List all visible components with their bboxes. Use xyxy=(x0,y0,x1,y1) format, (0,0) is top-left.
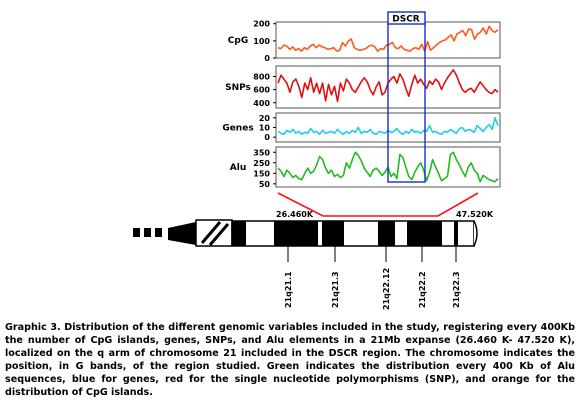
end-coordinate: 47.520K xyxy=(456,210,494,219)
dscr-label: DSCR xyxy=(392,15,420,25)
g-band-q21 xyxy=(274,221,318,246)
alu-track-label: Alu xyxy=(230,163,246,173)
band-label-21q22-2: 21q22.2 xyxy=(418,271,427,308)
panel-cpg: CpG 200 100 0 xyxy=(228,20,501,63)
p-arm-mark-1 xyxy=(133,228,140,237)
snps-tick-label: 800 xyxy=(253,73,270,82)
dscr-label-box xyxy=(387,11,426,25)
band-label-21q22-12: 21q22.12 xyxy=(382,268,391,310)
alu-tick-label: 50 xyxy=(259,180,271,189)
p-arm-satellite xyxy=(168,222,196,245)
cpg-tick-label: 0 xyxy=(264,54,270,63)
q-arm-telomere xyxy=(473,220,478,247)
centromere-twist xyxy=(200,221,230,246)
genes-tick-label: 20 xyxy=(259,114,271,123)
start-coordinate: 26.460K xyxy=(276,210,314,219)
alu-tick-label: 150 xyxy=(253,169,270,178)
g-band-q22-3 xyxy=(454,221,458,246)
chromosome-21: 21q21.1 21q21.3 21q22.12 21q22.2 21q22.3 xyxy=(133,219,478,310)
snps-tick-label: 400 xyxy=(253,99,270,108)
genomic-distribution-figure: CpG2001000SNPs800600400Genes20100Alu3502… xyxy=(133,11,501,310)
band-label-21q21-3: 21q21.3 xyxy=(331,271,340,308)
cpg-tick-label: 100 xyxy=(253,37,270,46)
g-band-q22-12 xyxy=(378,221,395,246)
genes-tick-label: 0 xyxy=(264,133,270,142)
region-bracket xyxy=(277,192,479,217)
alu-tick-label: 350 xyxy=(253,148,270,157)
alu-tick-label: 250 xyxy=(253,159,270,168)
p-arm-mark-3 xyxy=(155,228,162,237)
g-band-q11 xyxy=(232,221,246,246)
p-arm-mark-2 xyxy=(144,228,151,237)
figure-caption: Graphic 3. Distribution of the different… xyxy=(5,322,575,398)
band-label-21q21-1: 21q21.1 xyxy=(284,271,293,308)
snps-track-label: SNPs xyxy=(225,83,251,93)
track-panels: CpG2001000SNPs800600400Genes20100Alu3502… xyxy=(222,20,501,189)
cpg-tick-label: 200 xyxy=(253,20,270,29)
snps-tick-label: 600 xyxy=(253,86,270,95)
genes-tick-label: 10 xyxy=(259,124,271,133)
g-band-q22-2 xyxy=(407,221,442,246)
g-band-q21-3 xyxy=(322,221,344,246)
genes-track-label: Genes xyxy=(222,124,253,134)
cpg-track-label: CpG xyxy=(228,36,248,46)
band-label-21q22-3: 21q22.3 xyxy=(452,271,461,308)
